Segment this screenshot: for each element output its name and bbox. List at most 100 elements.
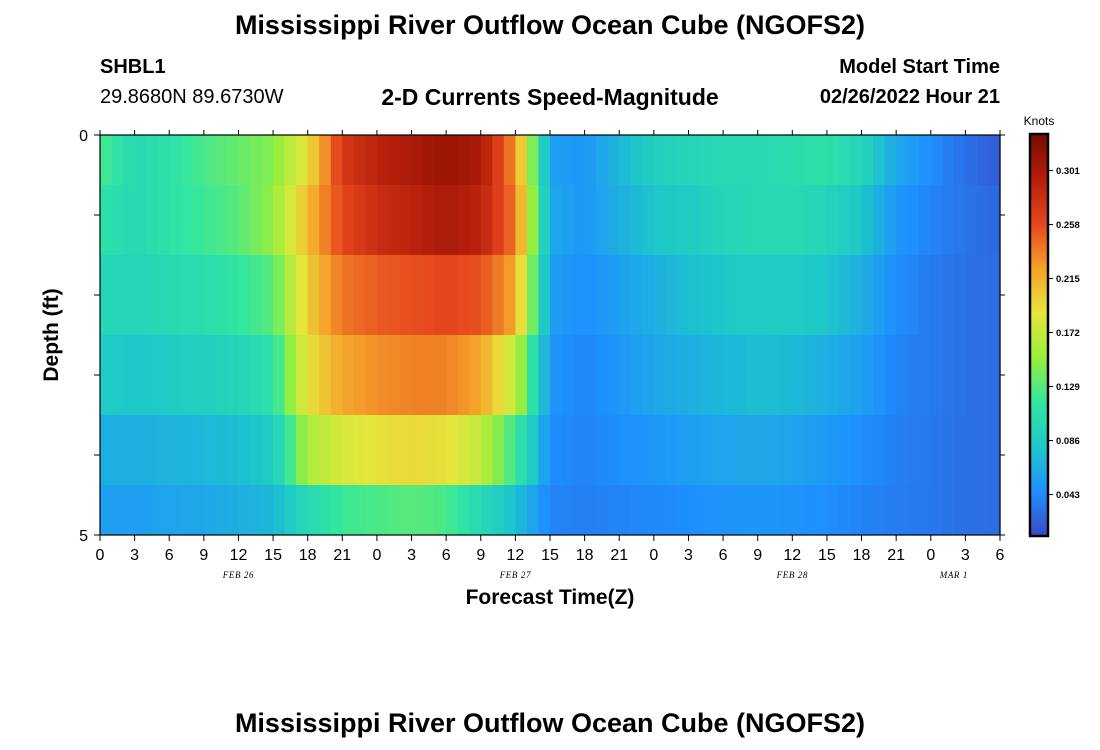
heatmap-cell bbox=[215, 415, 228, 486]
heatmap-cell bbox=[284, 255, 297, 336]
heatmap-cell bbox=[584, 255, 597, 336]
heatmap-cell bbox=[296, 135, 309, 186]
heatmap-cell bbox=[319, 255, 332, 336]
heatmap-cell bbox=[388, 415, 401, 486]
heatmap-cell bbox=[123, 485, 136, 536]
heatmap-cell bbox=[353, 485, 366, 536]
heatmap-cell bbox=[203, 485, 216, 536]
heatmap-cell bbox=[434, 485, 447, 536]
heatmap-cell bbox=[792, 185, 805, 256]
heatmap-cell bbox=[792, 255, 805, 336]
heatmap-cell bbox=[284, 185, 297, 256]
heatmap-cell bbox=[803, 185, 816, 256]
x-tick-label: 21 bbox=[333, 547, 351, 564]
heatmap-cell bbox=[573, 415, 586, 486]
heatmap-cell bbox=[550, 135, 563, 186]
heatmap-cell bbox=[815, 135, 828, 186]
heatmap-cell bbox=[769, 135, 782, 186]
heatmap-cell bbox=[665, 135, 678, 186]
heatmap-cell bbox=[261, 185, 274, 256]
heatmap-cell bbox=[492, 135, 505, 186]
heatmap-cell bbox=[376, 415, 390, 486]
heatmap-cell bbox=[550, 485, 563, 536]
heatmap-cell bbox=[665, 185, 678, 256]
heatmap-cell bbox=[930, 135, 943, 186]
heatmap-cell bbox=[653, 335, 666, 416]
heatmap-cell bbox=[480, 135, 493, 186]
heatmap-cell bbox=[226, 185, 240, 256]
heatmap-cell bbox=[411, 335, 424, 416]
heatmap-cell bbox=[411, 255, 424, 336]
heatmap-cell bbox=[365, 415, 378, 486]
date-label: MAR 1 bbox=[939, 570, 968, 580]
heatmap-cell bbox=[353, 415, 366, 486]
heatmap-cell bbox=[561, 255, 574, 336]
heatmap-cell bbox=[803, 415, 816, 486]
heatmap-cell bbox=[411, 485, 424, 536]
date-label: FEB 26 bbox=[222, 570, 254, 580]
heatmap-cell bbox=[457, 485, 470, 536]
heatmap-cell bbox=[757, 415, 770, 486]
heatmap-cell bbox=[942, 415, 955, 486]
heatmap-cell bbox=[792, 135, 805, 186]
heatmap-cell bbox=[192, 485, 205, 536]
heatmap-cell bbox=[515, 185, 528, 256]
x-tick-label: 0 bbox=[926, 547, 935, 564]
x-tick-label: 3 bbox=[684, 547, 693, 564]
heatmap-cell bbox=[988, 485, 1001, 536]
heatmap-cell bbox=[388, 135, 401, 186]
heatmap-cell bbox=[492, 485, 505, 536]
heatmap-cell bbox=[942, 255, 955, 336]
heatmap-cell bbox=[792, 485, 805, 536]
heatmap-cell bbox=[146, 185, 159, 256]
heatmap-cell bbox=[873, 415, 886, 486]
heatmap-cell bbox=[423, 185, 436, 256]
x-tick-label: 0 bbox=[372, 547, 381, 564]
heatmap-cell bbox=[100, 135, 113, 186]
heatmap-cell bbox=[838, 255, 851, 336]
heatmap-cell bbox=[319, 415, 332, 486]
heatmap-cell bbox=[665, 255, 678, 336]
heatmap-cell bbox=[111, 255, 124, 336]
heatmap-cell bbox=[676, 135, 690, 186]
heatmap-cell bbox=[319, 335, 332, 416]
heatmap-cell bbox=[238, 485, 251, 536]
heatmap-cell bbox=[296, 335, 309, 416]
heatmap-cell bbox=[953, 185, 966, 256]
heatmap-cell bbox=[573, 255, 586, 336]
heatmap-cell bbox=[111, 415, 124, 486]
heatmap-cell bbox=[273, 415, 286, 486]
heatmap-cell bbox=[688, 135, 701, 186]
heatmap-cell bbox=[180, 335, 193, 416]
heatmap-cell bbox=[769, 415, 782, 486]
heatmap-cell bbox=[607, 185, 620, 256]
heatmap-cell bbox=[342, 185, 355, 256]
heatmap-cell bbox=[388, 255, 401, 336]
heatmap-cell bbox=[746, 335, 759, 416]
heatmap-cell bbox=[965, 415, 978, 486]
heatmap-cell bbox=[734, 335, 747, 416]
heatmap-cell bbox=[630, 415, 643, 486]
heatmap-cell bbox=[873, 255, 886, 336]
heatmap-cell bbox=[203, 415, 216, 486]
heatmap-cell bbox=[746, 485, 759, 536]
heatmap-cell bbox=[411, 135, 424, 186]
heatmap-cell bbox=[203, 255, 216, 336]
heatmap-cell bbox=[919, 255, 932, 336]
heatmap-cell bbox=[250, 185, 263, 256]
heatmap-cell bbox=[400, 185, 413, 256]
heatmap-cell bbox=[688, 485, 701, 536]
heatmap-cell bbox=[907, 255, 920, 336]
heatmap-cell bbox=[100, 335, 113, 416]
heatmap-cell bbox=[157, 135, 170, 186]
heatmap-cell bbox=[157, 485, 170, 536]
heatmap-cell bbox=[526, 485, 540, 536]
x-tick-label: 6 bbox=[442, 547, 451, 564]
heatmap-cell bbox=[711, 485, 724, 536]
heatmap-cell bbox=[446, 185, 459, 256]
heatmap-cell bbox=[884, 185, 897, 256]
heatmap-cell bbox=[192, 185, 205, 256]
heatmap-cell bbox=[307, 255, 320, 336]
heatmap-cell bbox=[746, 135, 759, 186]
heatmap-cell bbox=[711, 185, 724, 256]
